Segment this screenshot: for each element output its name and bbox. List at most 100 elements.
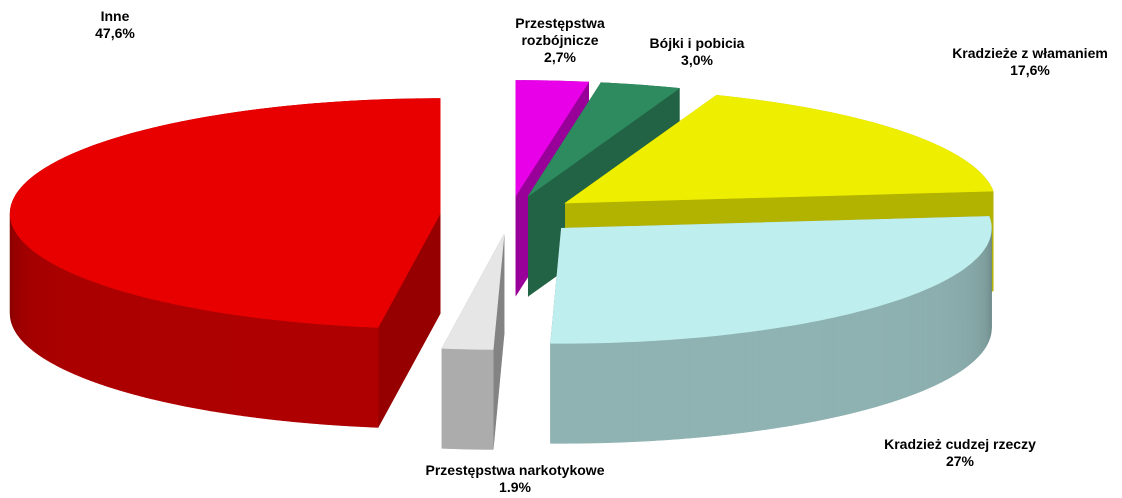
slice-label: Przestępstwa rozbójnicze 2,7%	[500, 15, 620, 66]
slice-side	[594, 342, 604, 444]
slice-side	[905, 295, 911, 398]
slice-side	[803, 321, 811, 424]
slice-side	[550, 342, 559, 444]
slice-side	[646, 340, 655, 442]
slice-label: Kradzież cudzej rzeczy 27%	[830, 436, 1090, 470]
slice-side	[145, 296, 152, 400]
slice-side	[66, 270, 72, 373]
slice-side	[572, 342, 581, 444]
slice-side	[37, 253, 42, 357]
slice-side	[124, 291, 130, 394]
slice-label: Kradzieże z włamaniem 17,6%	[900, 45, 1122, 79]
slice-side	[319, 323, 328, 425]
slice-label: Inne 47,6%	[55, 8, 175, 42]
slice-side	[156, 299, 163, 402]
category-label: Bójki i pobicia	[649, 35, 745, 51]
slice-side	[639, 340, 648, 442]
slice-side	[758, 329, 767, 431]
slice-side	[276, 319, 285, 422]
slice-side	[86, 278, 92, 382]
slice-side	[972, 259, 976, 363]
slice-side	[100, 283, 106, 387]
slice-side	[653, 339, 662, 441]
slice-side	[441, 348, 450, 449]
slice-side	[784, 325, 792, 427]
slice-side	[918, 290, 924, 393]
category-label: Inne	[100, 8, 130, 24]
slice-side	[580, 342, 589, 444]
slice-side	[370, 326, 379, 428]
slice-side	[210, 310, 218, 413]
slice-label: Przestępstwa narkotykowe 1.9%	[365, 462, 665, 496]
slice-side	[40, 255, 45, 359]
slice-side	[229, 313, 237, 416]
pie-slice	[564, 94, 994, 204]
category-label: Przestępstwa rozbójnicze	[515, 15, 605, 48]
slice-side	[341, 325, 349, 427]
slice-side	[745, 330, 753, 433]
slice-side	[962, 266, 967, 370]
slice-side	[718, 334, 726, 436]
slice-side	[833, 315, 840, 418]
slice-side	[456, 348, 465, 450]
value-label: 47,6%	[95, 25, 135, 41]
slice-side	[150, 298, 158, 401]
slice-side	[448, 348, 457, 450]
slice-side	[876, 304, 883, 407]
slice-side	[914, 291, 920, 395]
slice-side	[74, 273, 79, 377]
value-label: 17,6%	[1010, 62, 1050, 78]
slice-side	[930, 285, 935, 388]
slice-side	[752, 330, 760, 432]
slice-side	[815, 319, 823, 422]
slice-side	[937, 281, 942, 385]
category-label: Kradzieże z włamaniem	[952, 45, 1108, 61]
slice-side	[82, 277, 88, 380]
slice-side	[970, 261, 974, 365]
slice-side	[624, 341, 633, 443]
slice-side	[954, 272, 958, 376]
slice-side	[839, 314, 846, 417]
slice-side	[565, 342, 574, 444]
slice-side	[668, 338, 677, 440]
slice-side	[609, 342, 618, 443]
slice-side	[355, 326, 364, 428]
slice-side	[46, 259, 51, 363]
slice-side	[891, 299, 897, 403]
slice-side	[617, 341, 626, 443]
slice-side	[91, 280, 97, 383]
category-label: Kradzież cudzej rzeczy	[884, 436, 1036, 452]
slice-side	[95, 282, 101, 385]
pie-slice	[9, 98, 441, 328]
slice-side	[35, 251, 39, 356]
slice-side	[32, 250, 36, 354]
slice-side	[827, 316, 835, 419]
slice-side	[791, 324, 799, 426]
pie-slice	[550, 216, 992, 344]
slice-side	[28, 246, 32, 350]
slice-side	[348, 325, 357, 427]
slice-side	[881, 302, 888, 406]
slice-group	[9, 98, 441, 428]
slice-side	[965, 264, 969, 369]
slice-side	[129, 292, 136, 395]
slice-side	[173, 303, 181, 406]
slice-side	[263, 318, 271, 420]
slice-side	[363, 326, 372, 428]
slice-side	[26, 244, 29, 348]
slice-side	[850, 311, 857, 414]
slice-side	[809, 320, 817, 423]
slice-side	[631, 341, 640, 443]
slice-side	[179, 304, 187, 407]
slice-side	[948, 276, 952, 379]
slice-side	[797, 322, 805, 425]
slice-side	[704, 335, 712, 438]
slice-side	[866, 307, 873, 410]
slice-side	[967, 263, 971, 367]
slice-side	[49, 261, 54, 365]
slice-side	[162, 300, 169, 404]
slice-side	[191, 307, 199, 409]
slice-side	[242, 315, 251, 418]
slice-side	[738, 331, 747, 434]
slice-side	[114, 288, 120, 391]
